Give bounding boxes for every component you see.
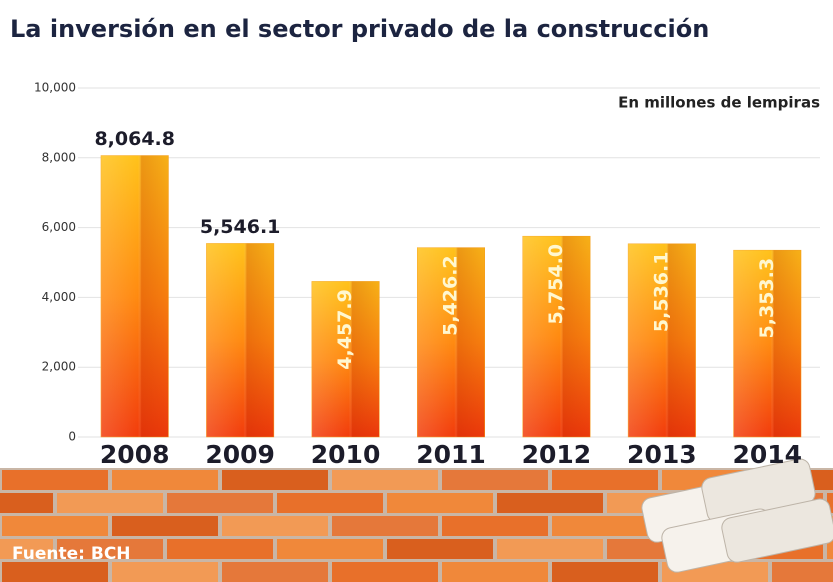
y-tick-label: 8,000 (42, 150, 76, 164)
x-tick-label: 2012 (522, 440, 592, 469)
brick (442, 562, 548, 582)
bar-shade (628, 243, 696, 437)
brick (277, 493, 383, 513)
brick (222, 562, 328, 582)
brick (387, 493, 493, 513)
brick (2, 470, 108, 490)
value-label: 5,536.1 (650, 252, 672, 333)
chart-title: La inversión en el sector privado de la … (10, 15, 709, 43)
bar-shade (206, 243, 274, 437)
brick (167, 493, 273, 513)
brick (332, 470, 438, 490)
cement-sack (721, 498, 833, 563)
brick (112, 562, 218, 582)
brick (332, 562, 438, 582)
brick (222, 470, 328, 490)
y-tick-label: 6,000 (42, 220, 76, 234)
bar-shade (733, 250, 802, 437)
y-tick-label: 4,000 (42, 290, 76, 304)
brick (57, 539, 163, 559)
x-tick-label: 2009 (205, 440, 275, 469)
brick-wall (0, 458, 833, 582)
brick (497, 539, 603, 559)
brick (332, 516, 438, 536)
chart-subtitle: En millones de lempiras (618, 94, 820, 112)
brick (167, 539, 273, 559)
brick (552, 516, 658, 536)
y-tick-label: 10,000 (34, 81, 76, 95)
brick (497, 493, 603, 513)
bar-shade (311, 281, 380, 437)
brick (772, 562, 833, 582)
y-tick-label: 0 (68, 430, 76, 444)
value-label: 8,064.8 (94, 128, 175, 150)
brick (112, 470, 218, 490)
bar-shade (417, 247, 485, 437)
x-tick-label: 2010 (311, 440, 381, 469)
source-note: Fuente: BCH (12, 544, 131, 564)
brick (112, 516, 218, 536)
brick (827, 493, 833, 513)
value-label: 5,353.3 (756, 258, 778, 339)
value-label: 5,546.1 (200, 216, 281, 238)
x-tick-label: 2011 (416, 440, 486, 469)
x-tick-label: 2014 (732, 440, 802, 469)
brick (442, 516, 548, 536)
y-tick-label: 2,000 (42, 360, 76, 374)
brick (2, 516, 108, 536)
x-tick-label: 2008 (100, 440, 170, 469)
brick (0, 539, 53, 559)
brick (57, 493, 163, 513)
brick (552, 562, 658, 582)
value-label: 4,457.9 (334, 289, 356, 370)
brick (442, 470, 548, 490)
x-tick-label: 2013 (627, 440, 697, 469)
bar-shade (100, 155, 169, 437)
brick (387, 539, 493, 559)
brick (2, 562, 108, 582)
brick (0, 493, 53, 513)
bar-shade (522, 236, 591, 437)
brick (552, 470, 658, 490)
value-label: 5,426.2 (440, 255, 462, 336)
brick (827, 539, 833, 559)
brick (277, 539, 383, 559)
brick (222, 516, 328, 536)
value-label: 5,754.0 (545, 244, 567, 325)
